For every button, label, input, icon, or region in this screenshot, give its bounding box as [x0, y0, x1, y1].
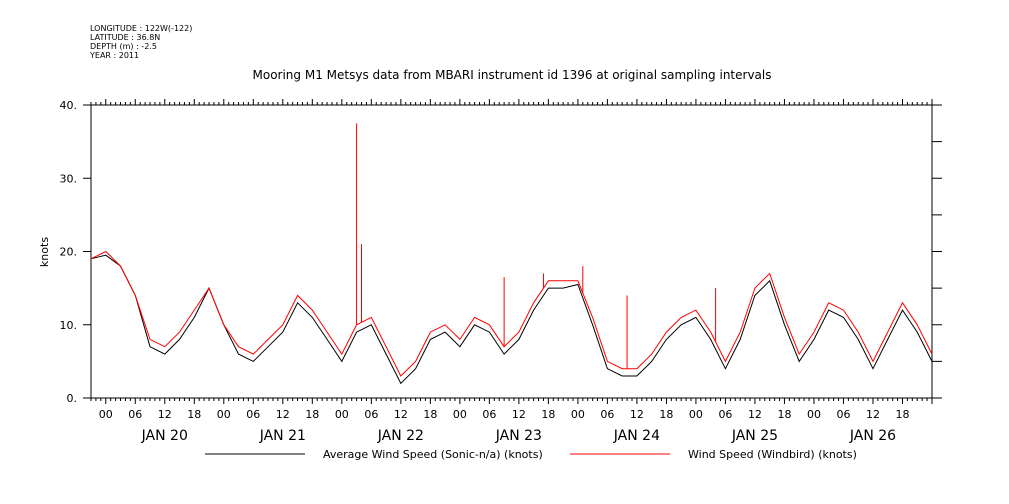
meta-latitude: LATITUDE : 36.8N — [90, 33, 160, 42]
x-hour-tick-label: 00 — [807, 408, 821, 421]
y-axis-label: knots — [38, 237, 51, 267]
x-hour-tick-label: 18 — [305, 408, 319, 421]
legend-label-windbird: Wind Speed (Windbird) (knots) — [688, 448, 857, 461]
x-hour-tick-label: 06 — [128, 408, 142, 421]
x-day-label: JAN 25 — [731, 428, 778, 444]
metadata-block: LONGITUDE : 122W(-122) LATITUDE : 36.8N … — [89, 24, 192, 60]
meta-depth: DEPTH (m) : -2.5 — [90, 42, 157, 51]
x-day-label: JAN 20 — [141, 428, 188, 444]
meta-longitude: LONGITUDE : 122W(-122) — [90, 24, 192, 33]
x-hour-tick-label: 06 — [364, 408, 378, 421]
y-tick-label: 30. — [60, 172, 78, 185]
x-hour-tick-label: 12 — [276, 408, 290, 421]
x-day-label: JAN 22 — [377, 428, 424, 444]
x-hour-tick-label: 18 — [777, 408, 791, 421]
x-hour-tick-label: 00 — [99, 408, 113, 421]
plot-area: 0. 10. 20. 30. 40. 00 06 12 18 00 06 12 18 00 06 12 18 00… — [60, 99, 942, 444]
y-tick-label: 0. — [67, 392, 78, 405]
x-hour-tick-label: 18 — [541, 408, 555, 421]
x-hour-tick-label: 12 — [748, 408, 762, 421]
x-day-label: JAN 26 — [849, 428, 896, 444]
x-hour-tick-label: 12 — [512, 408, 526, 421]
series-line-sonic — [90, 254, 933, 385]
y-tick-label: 10. — [60, 319, 78, 332]
x-hour-tick-label: 12 — [866, 408, 880, 421]
x-hour-tick-label: 06 — [718, 408, 732, 421]
y-tick-label: 40. — [60, 99, 78, 112]
x-hour-tick-label: 18 — [187, 408, 201, 421]
x-hour-tick-label: 12 — [158, 408, 172, 421]
plot-frame — [90, 104, 933, 399]
x-day-label: JAN 23 — [495, 428, 542, 444]
x-hour-tick-label: 06 — [836, 408, 850, 421]
x-hour-tick-label: 00 — [571, 408, 585, 421]
x-day-label: JAN 21 — [259, 428, 306, 444]
x-hour-tick-label: 00 — [217, 408, 231, 421]
chart-title: Mooring M1 Metsys data from MBARI instru… — [253, 68, 772, 82]
legend-label-sonic: Average Wind Speed (Sonic-n/a) (knots) — [323, 448, 543, 461]
x-hour-tick-label: 12 — [630, 408, 644, 421]
x-hour-tick-label: 12 — [394, 408, 408, 421]
y-tick-label: 20. — [60, 246, 78, 259]
legend: Average Wind Speed (Sonic-n/a) (knots) W… — [205, 448, 857, 461]
x-hour-tick-label: 18 — [895, 408, 909, 421]
meta-year: YEAR : 2011 — [89, 51, 139, 60]
x-hour-tick-label: 18 — [423, 408, 437, 421]
x-hour-tick-label: 06 — [482, 408, 496, 421]
x-day-label: JAN 24 — [613, 428, 660, 444]
x-hour-tick-label: 00 — [453, 408, 467, 421]
series-line-windbird — [90, 250, 933, 377]
x-hour-tick-label: 00 — [335, 408, 349, 421]
x-hour-tick-label: 18 — [659, 408, 673, 421]
x-hour-tick-label: 00 — [689, 408, 703, 421]
x-hour-tick-label: 06 — [246, 408, 260, 421]
x-hour-tick-label: 06 — [600, 408, 614, 421]
